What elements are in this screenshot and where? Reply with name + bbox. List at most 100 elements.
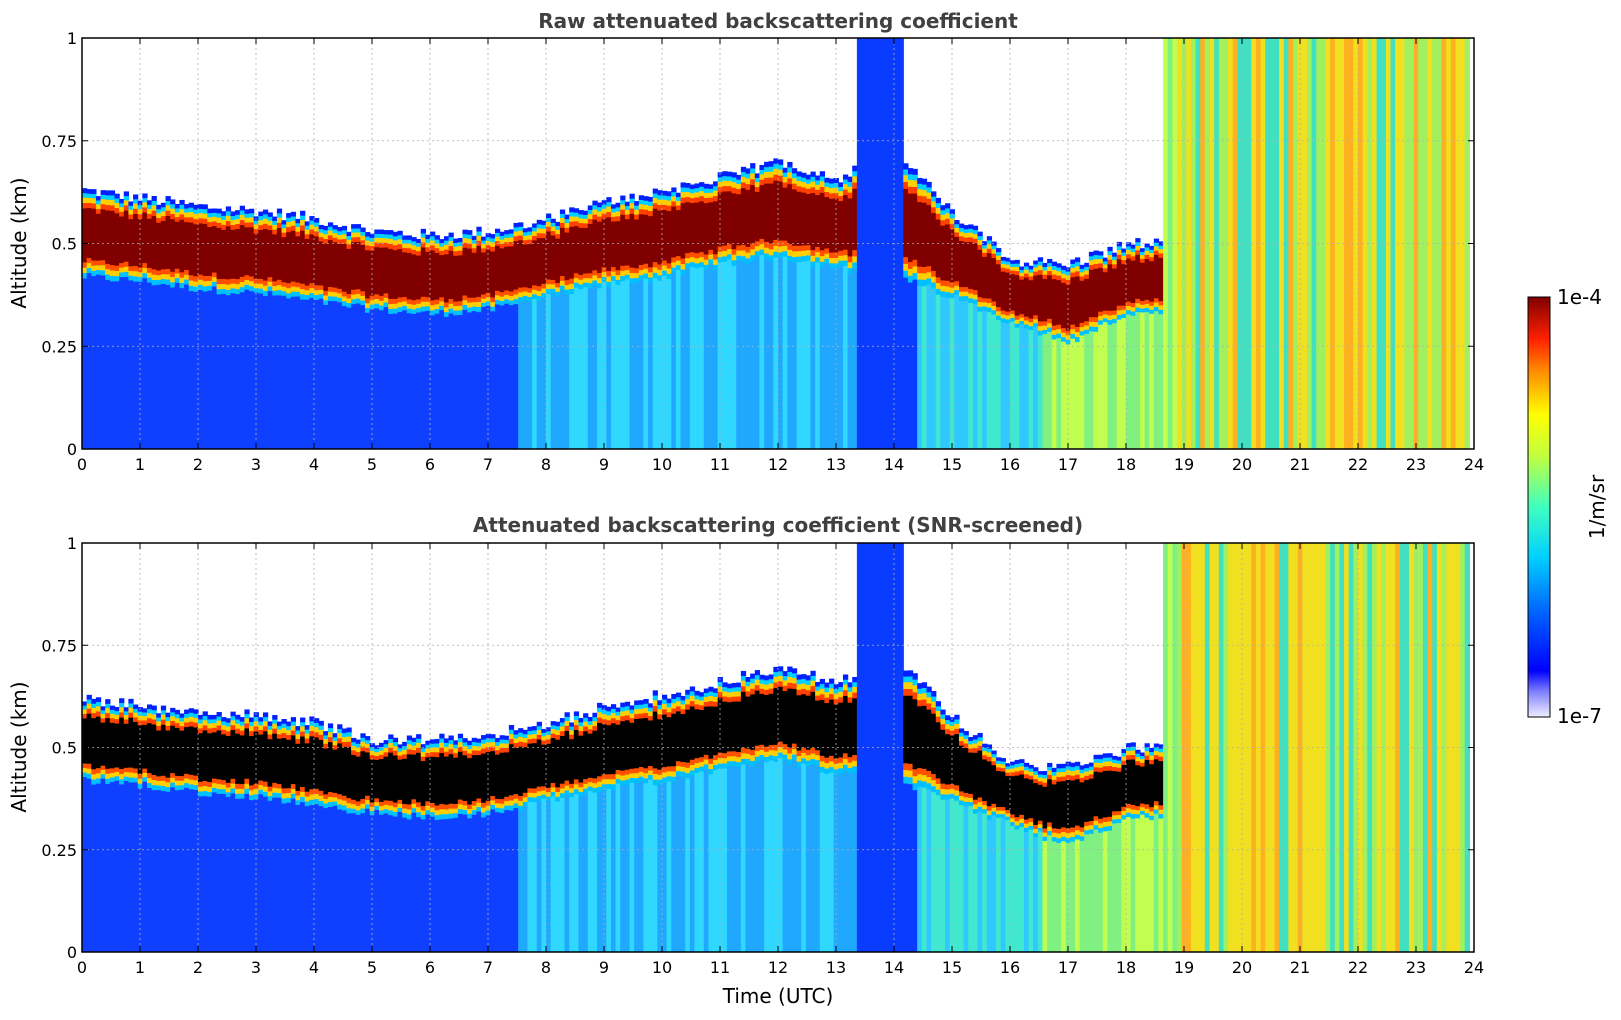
layer-band	[1126, 754, 1132, 760]
layer-band	[1107, 820, 1113, 827]
layer-band	[351, 289, 357, 295]
layer-band	[1121, 749, 1127, 754]
x-tick-label: 16	[1000, 455, 1020, 474]
layer-band	[624, 774, 631, 780]
layer-band	[193, 204, 199, 210]
layer-band	[309, 725, 315, 732]
layer-band	[722, 255, 728, 262]
layer-band	[402, 300, 408, 306]
layer-band	[383, 804, 389, 810]
layer-band	[388, 230, 394, 235]
layer-band	[764, 161, 770, 168]
layer-band	[671, 694, 677, 699]
layer-band	[610, 708, 617, 714]
layer-band	[91, 712, 97, 719]
layer-band	[430, 739, 436, 744]
layer-band	[290, 721, 297, 726]
layer-band	[643, 268, 649, 274]
layer-band	[801, 245, 807, 251]
x-tick-label: 17	[1058, 958, 1078, 977]
layer-band	[378, 305, 385, 311]
data-column	[392, 816, 399, 952]
layer-band	[680, 269, 686, 276]
layer-band	[931, 276, 937, 283]
layer-band	[230, 219, 236, 225]
data-column	[1112, 822, 1118, 952]
layer-band	[221, 784, 227, 790]
layer-band	[211, 272, 218, 278]
layer-band	[573, 724, 580, 731]
data-column	[443, 316, 450, 449]
layer-band	[610, 704, 617, 709]
layer-band	[448, 240, 454, 246]
layer-band	[1033, 778, 1039, 784]
layer-band	[726, 760, 733, 767]
layer-band	[1079, 781, 1085, 828]
layer-band	[796, 175, 802, 181]
layer-band	[606, 778, 612, 785]
data-column	[221, 793, 227, 952]
layer-band	[685, 694, 691, 700]
data-column	[462, 309, 468, 449]
layer-band	[249, 280, 255, 287]
layer-band	[420, 296, 426, 302]
layer-band	[276, 227, 283, 280]
data-column	[142, 781, 148, 952]
layer-band	[1033, 782, 1039, 825]
layer-band	[1033, 828, 1039, 834]
layer-band	[986, 252, 993, 299]
data-column	[1149, 819, 1155, 952]
layer-band	[1126, 743, 1132, 748]
x-tick-labels: 0 1 2 3 4 5 6 7 8 9 10 11 12 13 14 15 16 17 18 19 20 21 22 23 24	[77, 543, 1484, 977]
data-column	[1311, 543, 1317, 952]
layer-band	[467, 753, 473, 759]
layer-band	[907, 670, 914, 677]
layer-band	[230, 278, 236, 284]
layer-band	[355, 751, 361, 757]
layer-band	[935, 276, 941, 284]
layer-band	[917, 183, 923, 190]
layer-band	[1023, 316, 1030, 321]
layer-band	[258, 721, 264, 726]
layer-band	[337, 803, 343, 810]
layer-band	[369, 304, 375, 310]
layer-band	[383, 756, 389, 801]
data-column	[963, 300, 969, 449]
layer-band	[513, 226, 519, 232]
layer-band	[907, 776, 914, 785]
data-column	[295, 804, 301, 952]
layer-band	[541, 744, 547, 787]
data-column	[351, 812, 357, 952]
layer-band	[847, 192, 853, 199]
data-column	[903, 277, 909, 449]
data-column	[253, 292, 259, 449]
layer-band	[1153, 747, 1160, 751]
layer-band	[991, 305, 997, 311]
layer-band	[258, 717, 264, 722]
layer-band	[666, 195, 672, 201]
layer-band	[662, 209, 668, 261]
layer-band	[290, 291, 297, 297]
data-column	[365, 312, 371, 449]
layer-band	[903, 256, 909, 264]
data-column	[267, 290, 273, 449]
layer-band	[648, 205, 654, 212]
layer-band	[160, 709, 167, 715]
layer-band	[448, 813, 454, 819]
layer-band	[1061, 826, 1067, 833]
layer-band	[610, 271, 617, 277]
layer-band	[824, 177, 830, 183]
layer-band	[852, 255, 858, 263]
layer-band	[689, 251, 696, 258]
layer-band	[402, 745, 408, 750]
layer-band	[165, 268, 171, 275]
data-column	[346, 307, 352, 449]
layer-band	[504, 739, 510, 744]
layer-band	[295, 218, 301, 224]
layer-band	[838, 190, 844, 197]
layer-band	[787, 255, 793, 262]
layer-band	[1037, 269, 1044, 275]
layer-band	[662, 694, 668, 700]
layer-band	[958, 240, 965, 288]
layer-band	[1116, 314, 1122, 320]
